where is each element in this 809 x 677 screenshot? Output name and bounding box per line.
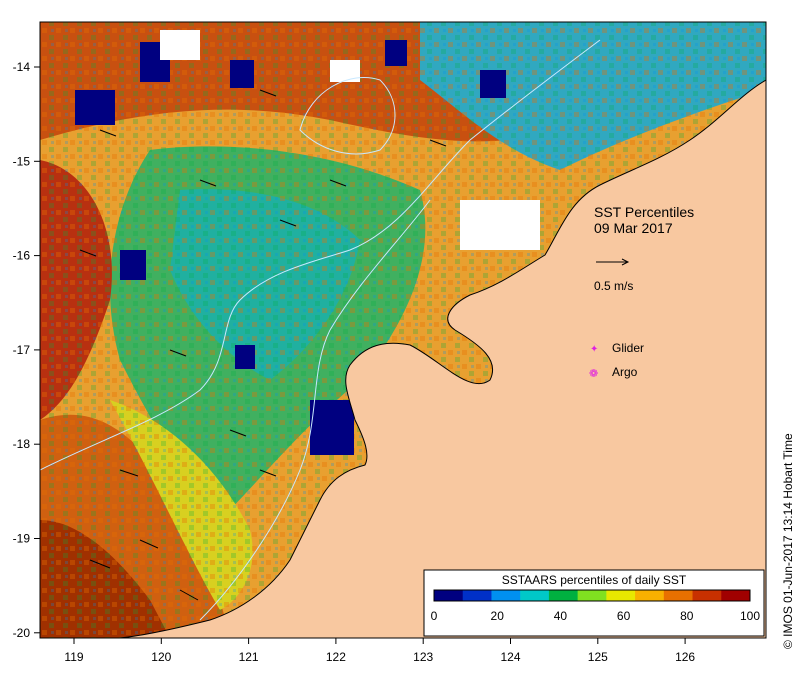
y-tick-label: -18 [13,437,31,451]
x-tick-label: 122 [326,650,346,664]
colorbar-tick-label: 80 [680,609,694,623]
map-title-line1: SST Percentiles [594,204,694,220]
plot-frame [39,21,767,639]
colorbar-swatch [548,590,579,601]
colorbar-swatch [491,590,521,601]
colorbar-tick-label: 20 [491,609,505,623]
cold-patch [120,250,146,280]
colorbar-swatch [577,590,607,601]
colorbar-swatch [635,590,665,601]
contour-line [199,199,431,621]
y-tick-label: -20 [13,626,31,640]
colorbar-swatch [721,590,751,601]
x-tick-label: 119 [64,650,83,664]
colorbar-tick-label: 0 [431,609,438,623]
x-axis: 119 120 121 122 123 124 125 126 [64,638,695,664]
missing-data [160,30,200,60]
cold-patch [230,60,254,88]
marker-legend: ✦ Glider ❁ Argo [589,341,644,380]
colorbar-swatch [663,590,694,601]
current-vectors [79,89,447,601]
missing-data [460,200,540,250]
scale-label: 0.5 m/s [594,279,633,293]
cold-patch [385,40,407,66]
velocity-scale: 0.5 m/s [594,258,633,293]
x-tick-label: 125 [588,650,608,664]
colorbar-tick-label: 100 [740,609,760,623]
y-axis: -14 -15 -16 -17 -18 -19 -20 [13,60,40,640]
cold-patch [310,400,354,455]
x-tick-label: 120 [151,650,171,664]
colorbar-swatches [433,589,751,602]
argo-label: Argo [612,365,638,379]
y-tick-label: -14 [13,60,31,74]
colorbar-swatch [606,590,636,601]
colorbar-ticks: 0 20 40 60 80 100 [431,609,761,623]
x-tick-label: 123 [413,650,433,664]
glider-label: Glider [612,341,644,355]
y-tick-label: -19 [13,532,31,546]
x-tick-label: 121 [239,650,259,664]
colorbar-background [423,569,765,637]
contour-line [40,39,601,471]
map-title-line2: 09 Mar 2017 [594,220,673,236]
land-mass [119,79,766,638]
missing-data [330,60,360,82]
y-tick-label: -16 [13,249,31,263]
scale-arrowhead [621,258,630,266]
colorbar-swatch [692,590,722,601]
colorbar-tick-label: 40 [554,609,568,623]
colorbar-legend: SSTAARS percentiles of daily SST 0 20 40 60… [423,569,765,637]
x-tick-label: 126 [675,650,695,664]
colorbar-swatch [462,590,492,601]
glider-symbol: ✦ [590,344,598,355]
imos-credit: © IMOS 01-Jun-2017 13:14 Hobart Time [781,433,795,649]
colorbar-outline [433,589,751,602]
colorbar-title: SSTAARS percentiles of daily SST [502,573,687,587]
argo-symbol: ❁ [589,368,598,380]
x-tick-label: 124 [500,650,520,664]
y-tick-label: -17 [13,343,31,357]
colorbar-tick-label: 60 [617,609,631,623]
contour-line [299,76,396,155]
ocean-field [40,22,766,638]
cold-patch [75,90,115,125]
colorbar-swatch [434,590,464,601]
cold-patch [235,345,255,369]
y-tick-label: -15 [13,154,31,168]
cold-patch [480,70,506,98]
colorbar-swatch [520,590,550,601]
